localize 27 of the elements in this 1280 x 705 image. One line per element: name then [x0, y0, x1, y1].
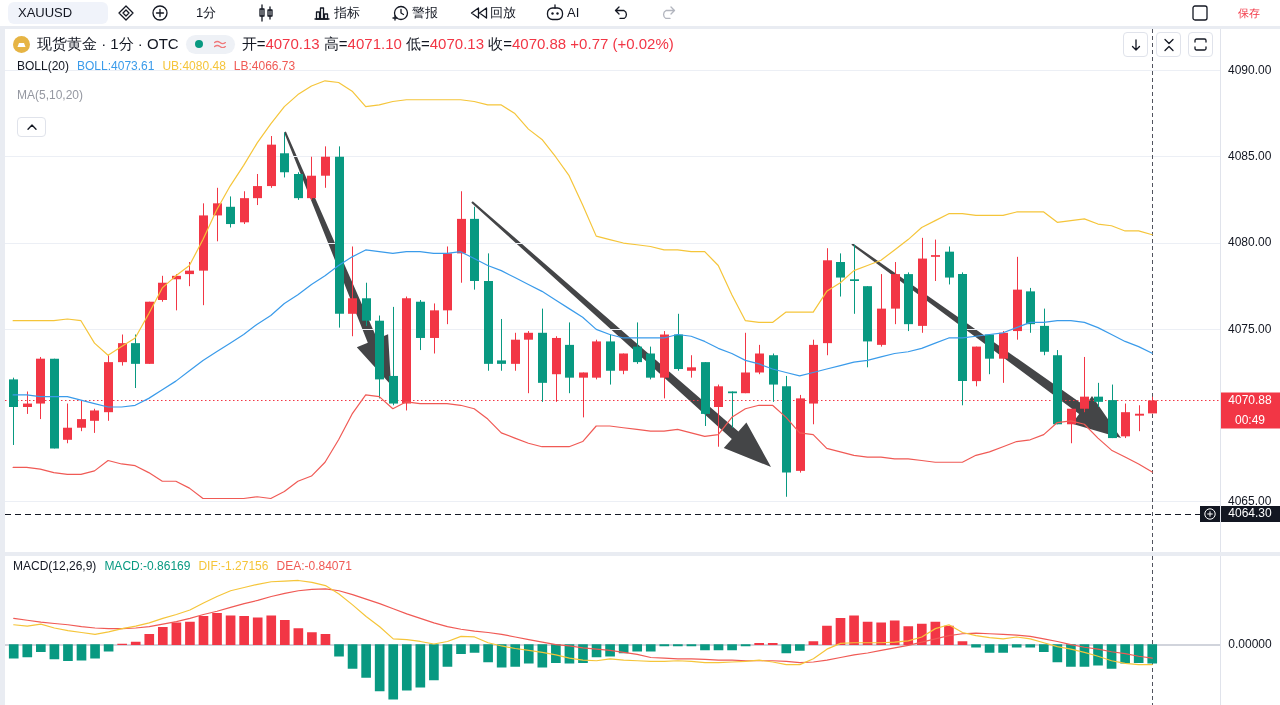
legend-title: BOLL(20): [17, 59, 70, 74]
text: 指标: [334, 5, 360, 21]
series-label: DEA:-0.84071: [276, 559, 352, 574]
y-tick-label: 4075.00: [1227, 321, 1272, 336]
text: AI: [567, 5, 580, 21]
text: BOLL:4073.61: [77, 59, 155, 74]
chart-title: 现货黄金 · 1分 · OTC: [37, 34, 179, 54]
y-tick-label: 4065.00: [1227, 494, 1272, 509]
y-tick-label: 4090.00: [1227, 62, 1272, 77]
text: 00:49: [1234, 412, 1266, 427]
y-tick-label: 4085.00: [1227, 149, 1272, 164]
text: 保存: [1238, 6, 1260, 21]
text: UB:4080.48: [162, 59, 226, 74]
legend-title: MACD(12,26,9): [13, 559, 97, 574]
text: LB:4066.73: [233, 59, 296, 74]
y-tick-label: 4080.00: [1227, 235, 1272, 250]
ref-line-label: 4070.88: [1228, 392, 1273, 407]
ref-line-label: 4064.30: [1228, 506, 1273, 521]
text: XAUUSD: [18, 5, 73, 21]
text: 开=4070.13 高=4071.10 低=4070.13 收=4070.88 +0.77 (+0.02%): [241, 34, 674, 52]
text: MACD:-0.86169: [104, 559, 191, 574]
text: 0.00000: [1228, 636, 1273, 651]
annotation: MA(5,10,20): [17, 88, 84, 103]
text: 1分: [196, 5, 217, 21]
text: 警报: [412, 5, 438, 21]
series-label: DIF:-1.27156: [198, 559, 269, 574]
text: 回放: [490, 5, 516, 21]
